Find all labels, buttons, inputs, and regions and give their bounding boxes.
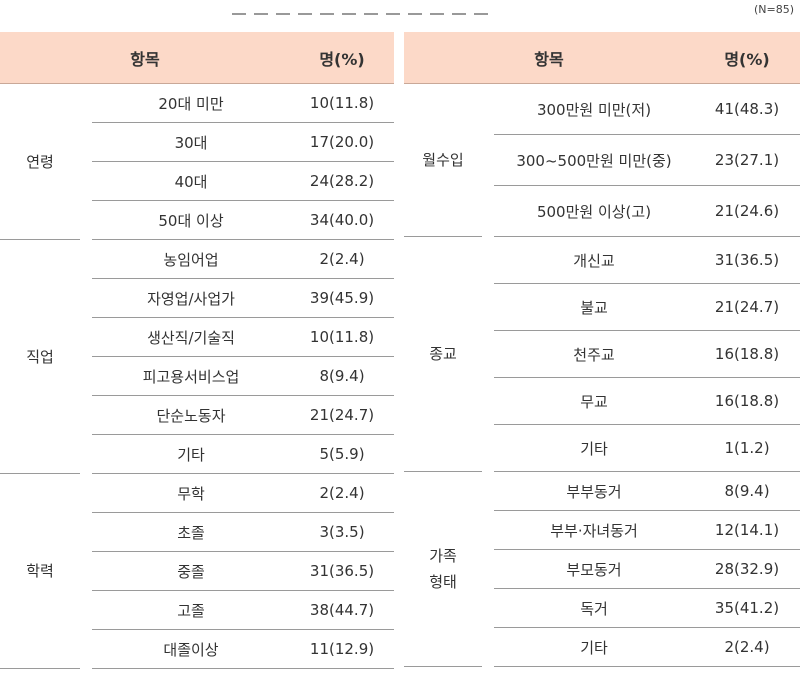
row-value: 21(24.7) xyxy=(694,283,800,331)
row-label: 30대 xyxy=(92,122,291,162)
row-label: 독거 xyxy=(494,588,695,628)
category-job: 직업 xyxy=(0,239,80,474)
row-value: 2(2.4) xyxy=(290,473,395,513)
row-value: 23(27.1) xyxy=(694,134,800,186)
row-label: 부부·자녀동거 xyxy=(494,510,695,550)
row-value: 35(41.2) xyxy=(694,588,800,628)
row-value: 24(28.2) xyxy=(290,161,395,201)
row-value: 10(11.8) xyxy=(290,83,395,123)
category-religion: 종교 xyxy=(404,236,482,472)
row-label: 농임어업 xyxy=(92,239,291,279)
top-cropped-caption xyxy=(232,0,552,15)
row-label: 중졸 xyxy=(92,551,291,591)
row-value: 8(9.4) xyxy=(694,471,800,511)
row-label: 초졸 xyxy=(92,512,291,552)
demographics-table-right: 항목 명(%) 월수입 300만원 미만(저) 41(48.3) 300~500… xyxy=(404,32,800,667)
category-family-type: 가족 형태 xyxy=(404,471,482,667)
row-value: 34(40.0) xyxy=(290,200,395,240)
item-header: 항목 xyxy=(404,32,695,84)
row-value: 12(14.1) xyxy=(694,510,800,550)
row-value: 21(24.6) xyxy=(694,185,800,237)
row-label: 무교 xyxy=(494,377,695,425)
row-value: 10(11.8) xyxy=(290,317,395,357)
row-value: 2(2.4) xyxy=(694,627,800,667)
row-value: 38(44.7) xyxy=(290,590,395,630)
sample-size-note: (N=85) xyxy=(753,3,794,16)
row-label: 300~500만원 미만(중) xyxy=(494,134,695,186)
row-value: 16(18.8) xyxy=(694,377,800,425)
row-label: 20대 미만 xyxy=(92,83,291,123)
row-label: 부모동거 xyxy=(494,549,695,589)
row-label: 불교 xyxy=(494,283,695,331)
row-label: 40대 xyxy=(92,161,291,201)
row-label: 부부동거 xyxy=(494,471,695,511)
row-label: 기타 xyxy=(494,424,695,472)
row-value: 28(32.9) xyxy=(694,549,800,589)
row-value: 1(1.2) xyxy=(694,424,800,472)
row-label: 피고용서비스업 xyxy=(92,356,291,396)
row-label: 대졸이상 xyxy=(92,629,291,669)
row-label: 무학 xyxy=(92,473,291,513)
row-label: 50대 이상 xyxy=(92,200,291,240)
row-value: 5(5.9) xyxy=(290,434,395,474)
row-label: 기타 xyxy=(92,434,291,474)
row-label: 300만원 미만(저) xyxy=(494,83,695,135)
row-value: 21(24.7) xyxy=(290,395,395,435)
row-value: 39(45.9) xyxy=(290,278,395,318)
item-header: 항목 xyxy=(0,32,291,84)
category-family-line-2: 형태 xyxy=(429,573,457,591)
demographics-table-left: 항목 명(%) 연령 20대 미만 10(11.8) 30대 17(20.0) 4… xyxy=(0,32,395,669)
row-value: 31(36.5) xyxy=(290,551,395,591)
row-label: 자영업/사업가 xyxy=(92,278,291,318)
category-education: 학력 xyxy=(0,473,80,669)
row-value: 17(20.0) xyxy=(290,122,395,162)
row-value: 2(2.4) xyxy=(290,239,395,279)
row-label: 500만원 이상(고) xyxy=(494,185,695,237)
row-value: 41(48.3) xyxy=(694,83,800,135)
category-family-line-1: 가족 xyxy=(429,547,457,565)
row-label: 생산직/기술직 xyxy=(92,317,291,357)
row-label: 고졸 xyxy=(92,590,291,630)
count-header: 명(%) xyxy=(694,32,800,84)
row-value: 3(3.5) xyxy=(290,512,395,552)
row-label: 단순노동자 xyxy=(92,395,291,435)
category-age: 연령 xyxy=(0,83,80,240)
row-label: 천주교 xyxy=(494,330,695,378)
row-value: 11(12.9) xyxy=(290,629,395,669)
row-value: 31(36.5) xyxy=(694,236,800,284)
row-value: 16(18.8) xyxy=(694,330,800,378)
count-header: 명(%) xyxy=(290,32,395,84)
category-income: 월수입 xyxy=(404,83,482,237)
row-label: 개신교 xyxy=(494,236,695,284)
row-label: 기타 xyxy=(494,627,695,667)
row-value: 8(9.4) xyxy=(290,356,395,396)
